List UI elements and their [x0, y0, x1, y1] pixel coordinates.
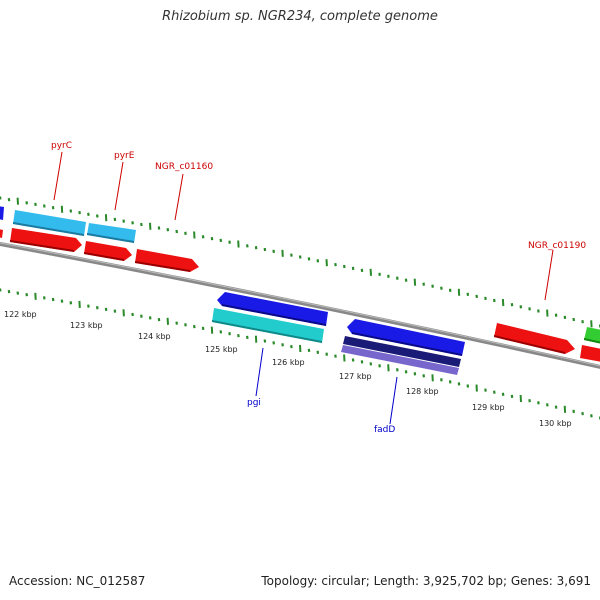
topology-text: Topology: circular; Length: 3,925,702 bp…	[261, 574, 591, 588]
gene-feature[interactable]	[580, 345, 600, 362]
tick-row-outer	[0, 196, 600, 328]
gene-features	[0, 206, 600, 375]
gene-feature-pgi[interactable]	[212, 308, 324, 343]
gene-feature[interactable]	[10, 228, 82, 252]
label-leaders	[53, 151, 554, 425]
gene-feature[interactable]	[217, 292, 328, 326]
gene-label-fadD: fadD	[374, 425, 395, 435]
scale-label: 127 kbp	[339, 372, 372, 381]
gene-feature-pyrE[interactable]	[87, 223, 136, 243]
scale-label: 130 kbp	[539, 419, 572, 428]
gene-feature-NGR_c01190[interactable]	[494, 323, 575, 354]
tick-row-inner	[0, 288, 600, 420]
gene-label-pyrC: pyrC	[51, 141, 72, 151]
genome-backbone	[0, 241, 600, 369]
scale-label: 126 kbp	[272, 358, 305, 367]
scale-label: 128 kbp	[406, 387, 439, 396]
gene-feature[interactable]	[341, 345, 459, 375]
gene-feature[interactable]	[0, 206, 4, 220]
scale-labels: 122 kbp 123 kbp 124 kbp 125 kbp 126 kbp …	[4, 310, 572, 428]
accession-text: Accession: NC_012587	[9, 574, 146, 588]
scale-label: 129 kbp	[472, 403, 505, 412]
scale-label: 125 kbp	[205, 345, 238, 354]
gene-label-NGR_c01160: NGR_c01160	[155, 162, 213, 172]
gene-feature-fadD[interactable]	[343, 336, 461, 367]
gene-label-pyrE: pyrE	[114, 151, 135, 161]
scale-label: 122 kbp	[4, 310, 37, 319]
gene-feature-pyrC[interactable]	[13, 210, 86, 236]
scale-label: 124 kbp	[138, 332, 171, 341]
scale-label: 123 kbp	[70, 321, 103, 330]
gene-feature[interactable]	[347, 319, 465, 356]
gene-feature-NGR_c01160[interactable]	[135, 249, 199, 272]
gene-label-pgi: pgi	[247, 398, 261, 408]
gene-label-NGR_c01190: NGR_c01190	[528, 241, 586, 251]
map-title: Rhizobium sp. NGR234, complete genome	[162, 9, 438, 24]
gene-labels: pyrC pyrE NGR_c01160 NGR_c01190 pgi fadD	[51, 141, 586, 435]
